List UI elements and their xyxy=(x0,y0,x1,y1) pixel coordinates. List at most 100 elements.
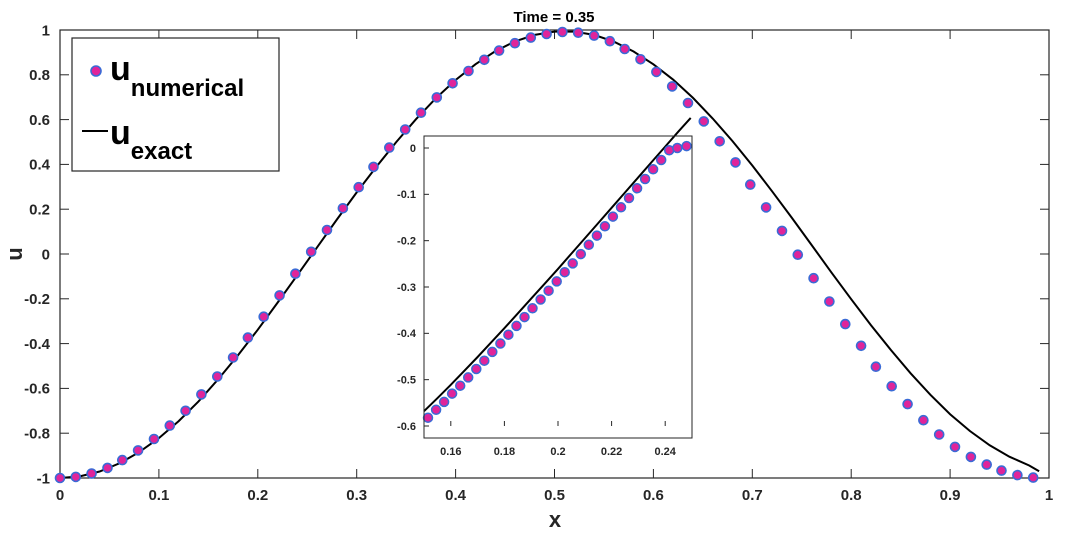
main-numerical-point xyxy=(541,28,552,40)
inset-xtick-label: 0.18 xyxy=(494,446,515,458)
inset-numerical-point xyxy=(422,412,434,423)
inset-xtick-label: 0.24 xyxy=(654,446,676,458)
main-numerical-point xyxy=(744,179,756,190)
inset-numerical-point xyxy=(631,183,643,194)
main-numerical-point xyxy=(1027,472,1039,483)
main-numerical-point xyxy=(196,389,207,400)
main-ticks: 0 0.1 0.2 0.3 0.4 0.5 0.6 0.7 0.8 0.9 1 -1 -0.8 -0.6 -… xyxy=(24,22,1053,504)
inset-numerical-point xyxy=(446,388,458,399)
main-numerical-point xyxy=(431,92,443,103)
main-numerical-point xyxy=(839,318,851,330)
main-numerical-point xyxy=(776,225,788,237)
main-numerical-point xyxy=(730,157,741,168)
inset-numerical-point xyxy=(567,258,578,269)
main-numerical-point xyxy=(933,429,945,440)
main-numerical-point xyxy=(337,203,349,214)
legend-marker-numerical xyxy=(90,65,102,77)
inset-numerical-point xyxy=(503,329,514,340)
inset-numerical-point xyxy=(599,221,611,232)
inset-numerical-point xyxy=(672,142,683,154)
inset-numerical-point xyxy=(623,192,635,204)
main-numerical-point xyxy=(918,414,929,426)
legend: unumerical uexact xyxy=(71,37,280,172)
inset-background xyxy=(424,136,692,438)
inset-exact-line xyxy=(423,117,692,412)
main-ytick-label: -1 xyxy=(37,470,50,487)
inset-numerical-point xyxy=(479,355,490,366)
main-numerical-point xyxy=(368,161,379,173)
main-numerical-point xyxy=(353,181,365,193)
inset-numerical-point xyxy=(487,346,498,358)
inset-xtick-label: 0.16 xyxy=(440,446,461,458)
main-ytick-label: 0.8 xyxy=(29,67,50,84)
main-numerical-point xyxy=(212,371,223,382)
legend-label-exact-sub: exact xyxy=(131,138,192,165)
main-numerical-point xyxy=(164,420,176,431)
main-ytick-label: -0.2 xyxy=(24,291,50,308)
main-xtick-label: 0.5 xyxy=(544,487,565,504)
main-numerical-point xyxy=(651,66,662,78)
main-xtick-label: 0.1 xyxy=(148,487,169,504)
main-numerical-point xyxy=(383,142,395,153)
inset-numerical-point xyxy=(575,248,587,260)
main-numerical-point xyxy=(588,30,600,41)
main-numerical-point xyxy=(227,352,239,363)
legend-label-numerical: unumerical xyxy=(110,50,244,102)
main-numerical-point xyxy=(855,340,867,352)
inset-xtick-label: 0.22 xyxy=(601,446,622,458)
inset-numerical-point xyxy=(647,164,659,175)
inset-ytick-label: -0.3 xyxy=(397,282,416,294)
main-numerical-point xyxy=(54,472,66,484)
main-ytick-label: -0.8 xyxy=(24,425,50,442)
chart-title: Time = 0.35 xyxy=(513,9,594,26)
main-xtick-label: 0.2 xyxy=(247,487,268,504)
legend-label-exact: uexact xyxy=(110,114,192,165)
main-ytick-label: 1 xyxy=(42,22,50,39)
main-numerical-point xyxy=(478,54,490,66)
inset-numerical-point xyxy=(543,285,554,296)
legend-label-numerical-base: u xyxy=(110,50,131,88)
main-numerical-point xyxy=(557,26,568,38)
main-numerical-point xyxy=(619,43,631,55)
inset-numerical-point xyxy=(607,211,619,222)
inset-ytick-label: -0.5 xyxy=(397,375,416,387)
inset-numerical-point xyxy=(639,173,651,185)
main-numerical-point xyxy=(996,465,1007,476)
main-numerical-point xyxy=(698,116,710,127)
inset-ytick-label: -0.2 xyxy=(397,236,416,248)
main-numerical-point xyxy=(682,97,694,109)
main-numerical-point xyxy=(886,380,898,392)
main-numerical-point xyxy=(415,107,427,118)
inset-numerical-point xyxy=(527,303,538,314)
main-ytick-label: 0.4 xyxy=(29,157,51,174)
inset-ytick-label: 0 xyxy=(410,143,416,155)
main-numerical-point xyxy=(981,459,993,470)
main-numerical-point xyxy=(965,451,977,463)
main-xtick-label: 0.4 xyxy=(445,487,467,504)
legend-label-exact-base: u xyxy=(110,114,131,152)
main-numerical-point xyxy=(132,445,144,456)
main-ytick-label: 0.6 xyxy=(29,112,50,129)
inset-numerical-point xyxy=(511,320,522,332)
inset-numerical-point xyxy=(454,380,466,391)
main-numerical-point xyxy=(180,405,191,417)
main-numerical-point xyxy=(666,81,678,92)
main-numerical-point xyxy=(399,124,411,135)
inset-numerical-point xyxy=(681,140,692,152)
main-numerical-point xyxy=(86,468,97,479)
main-numerical-point xyxy=(463,65,474,77)
inset-series xyxy=(422,117,692,423)
main-numerical-point xyxy=(447,78,458,89)
inset-numerical-point xyxy=(430,404,442,416)
inset-numerical-point xyxy=(471,363,482,375)
main-numerical-point xyxy=(70,471,82,483)
main-numerical-point xyxy=(792,249,804,260)
main-ytick-label: -0.4 xyxy=(24,336,51,353)
main-xtick-label: 0.3 xyxy=(346,487,367,504)
legend-label-numerical-sub: numerical xyxy=(131,75,244,102)
main-numerical-point xyxy=(714,136,726,147)
main-ytick-label: 0 xyxy=(42,246,50,263)
main-numerical-point xyxy=(148,433,160,445)
main-numerical-point xyxy=(808,272,819,284)
main-numerical-point xyxy=(870,361,882,373)
